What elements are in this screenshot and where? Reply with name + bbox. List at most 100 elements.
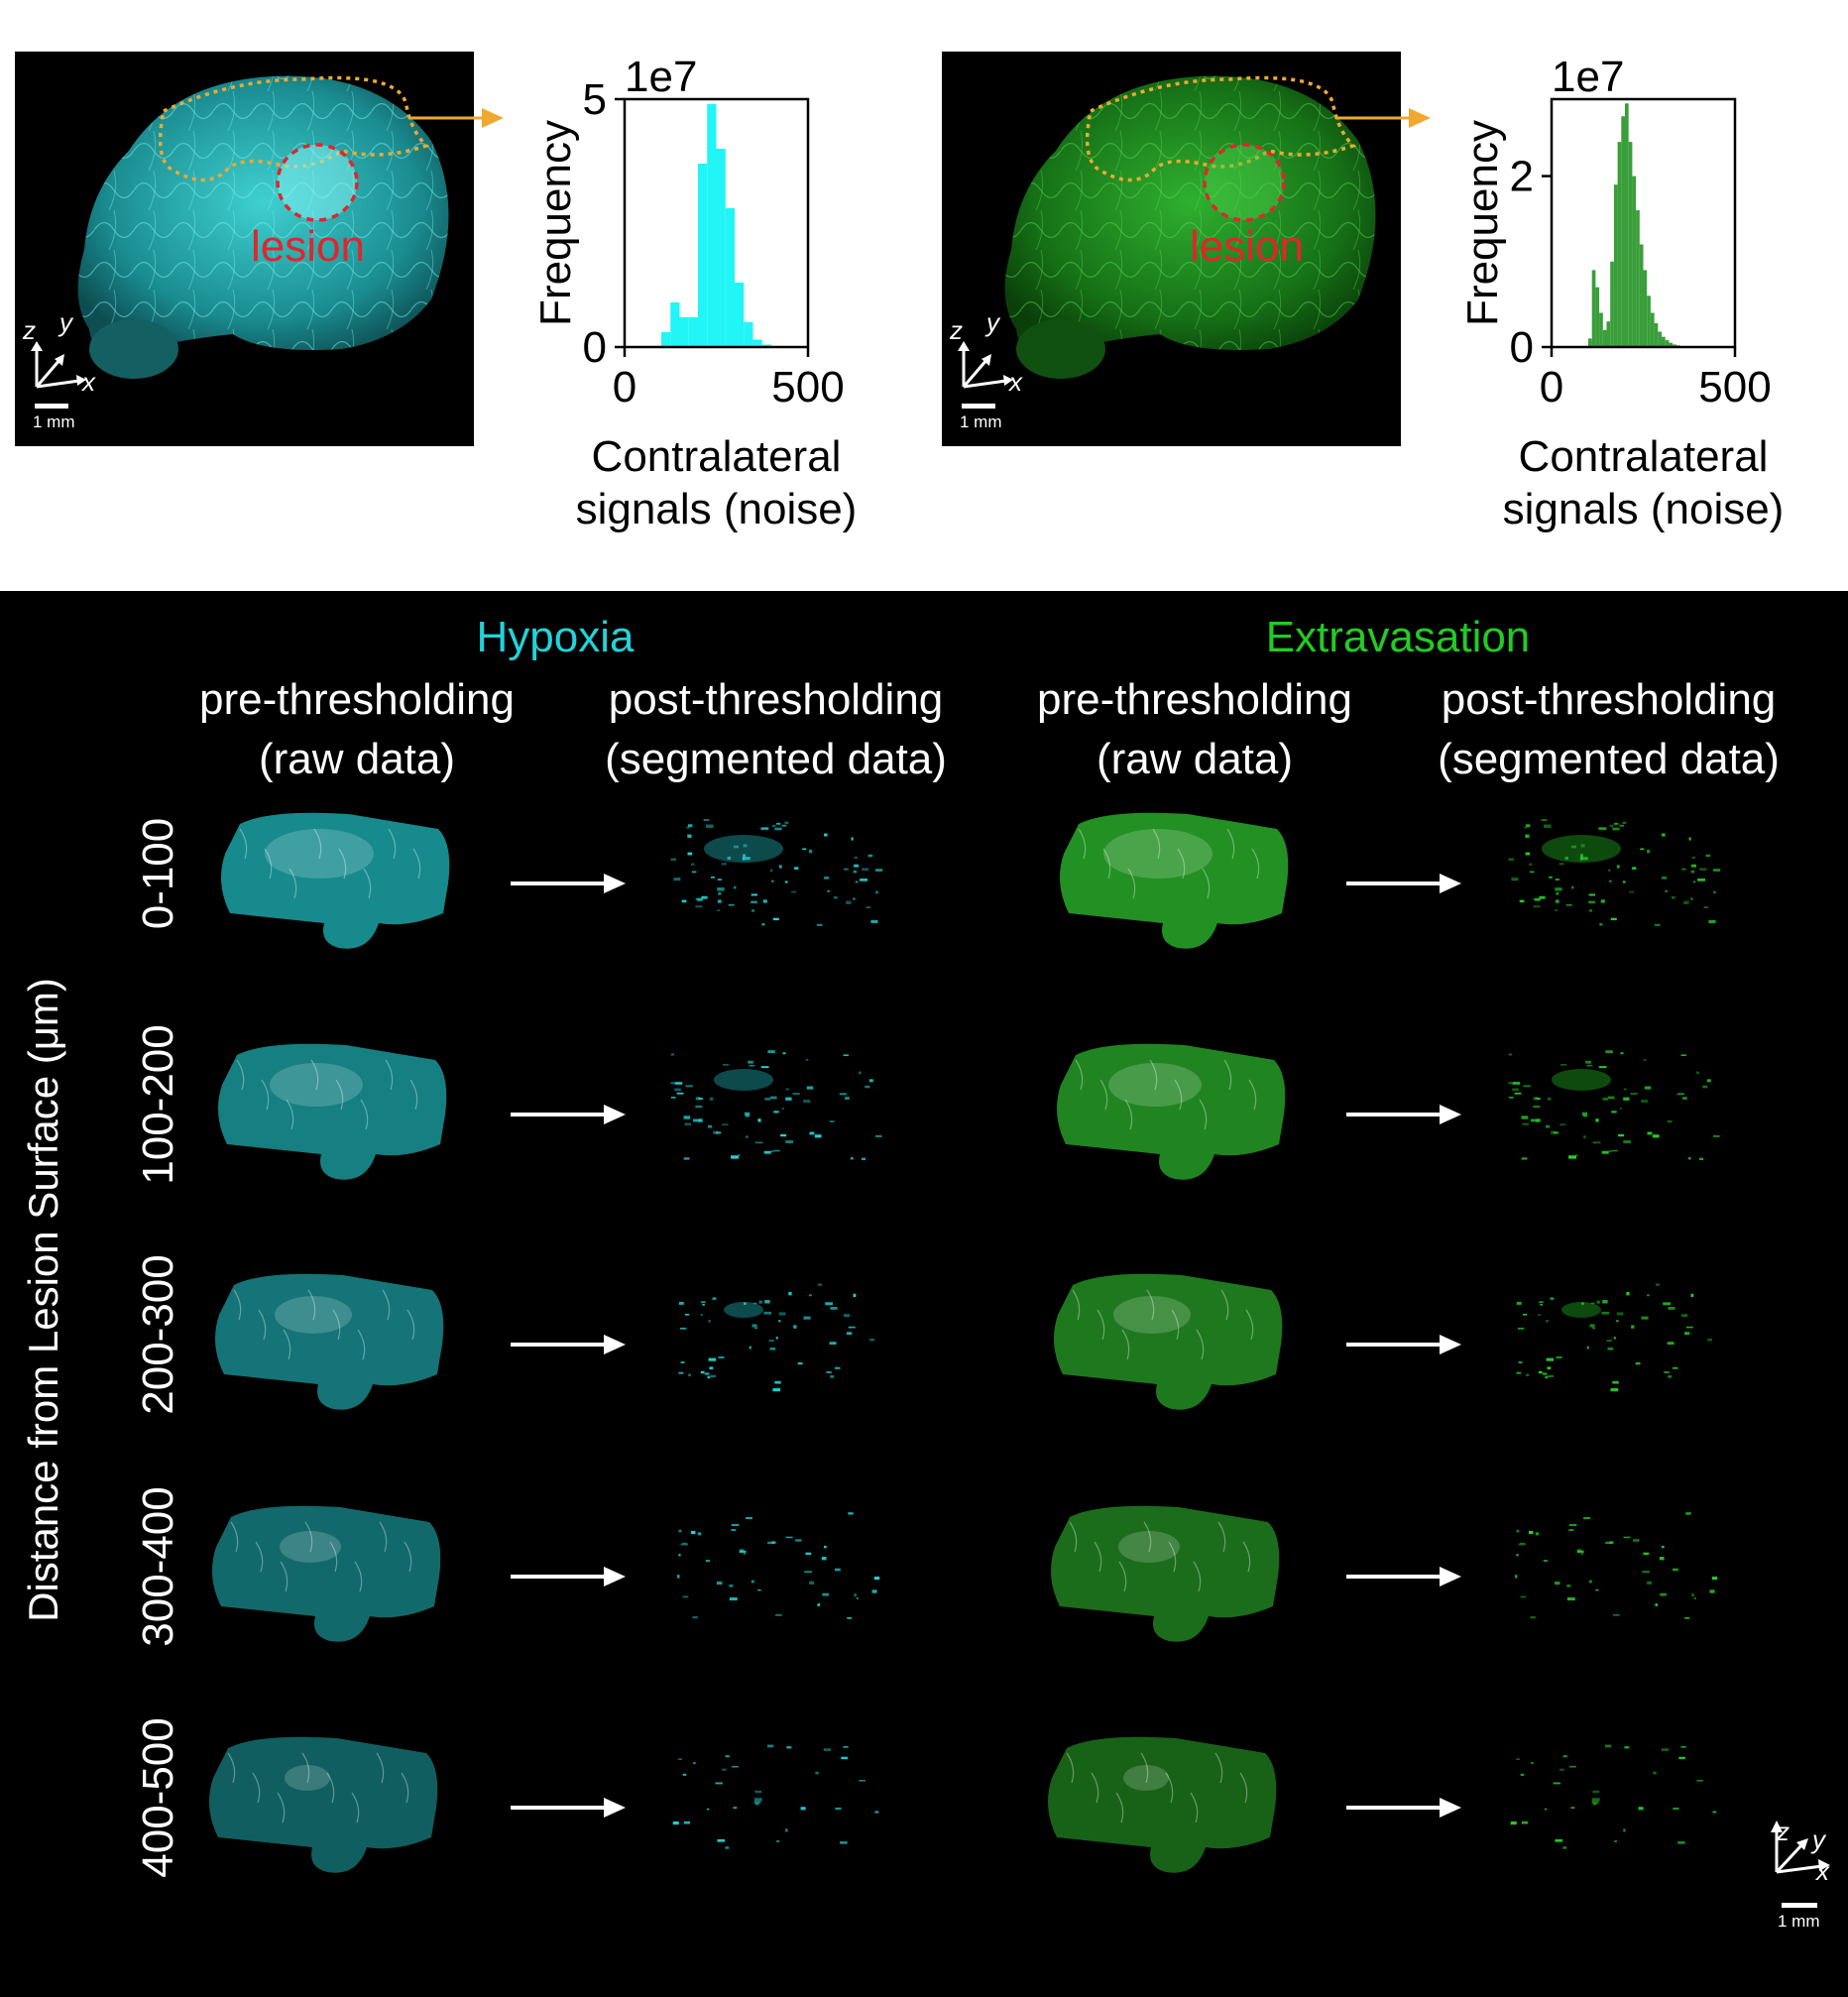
vessel bbox=[338, 848, 347, 880]
segmented-signal bbox=[1568, 1529, 1574, 1531]
vessel bbox=[1245, 1309, 1254, 1341]
vessel bbox=[1069, 1521, 1078, 1553]
segmented-signal bbox=[1629, 890, 1635, 893]
segmented-signal bbox=[1516, 1529, 1520, 1533]
segmented-signal bbox=[843, 1054, 849, 1057]
hypoxia-raw-slice bbox=[210, 804, 468, 963]
segmented-signal bbox=[1591, 1798, 1600, 1802]
histogram-bar bbox=[661, 332, 671, 347]
segmented-signal bbox=[1685, 1326, 1693, 1329]
segmented-signal bbox=[728, 903, 735, 906]
column-header-pre-extravasation: pre-thresholding (raw data) bbox=[996, 670, 1393, 789]
segmented-signal bbox=[676, 1092, 684, 1095]
segmented-signal bbox=[1585, 1060, 1591, 1064]
segmented-signal bbox=[731, 1155, 740, 1159]
segmented-signal bbox=[701, 895, 708, 899]
segmented-signal bbox=[1559, 1123, 1566, 1126]
segmented-signal bbox=[1678, 1756, 1685, 1760]
lesion-region bbox=[1103, 829, 1213, 879]
segmented-signal bbox=[795, 1539, 802, 1542]
segmented-signal bbox=[1663, 1302, 1672, 1306]
segmented-signal bbox=[1703, 906, 1709, 908]
histogram-bar bbox=[1628, 142, 1633, 347]
vessel bbox=[1115, 1792, 1124, 1823]
segmented-signal bbox=[814, 1134, 822, 1138]
segmented-signal bbox=[1518, 1361, 1523, 1363]
vessel bbox=[1143, 1521, 1152, 1553]
vessel bbox=[239, 828, 248, 860]
y-tick-label: 2 bbox=[1510, 153, 1534, 201]
segmented-signal bbox=[1535, 897, 1541, 902]
segmented-signal bbox=[1656, 1283, 1660, 1286]
segmented-signal bbox=[751, 900, 757, 904]
segmented-signal bbox=[792, 1093, 800, 1095]
vessel bbox=[313, 828, 322, 860]
segmented-signal bbox=[823, 1748, 832, 1751]
segmented-signal bbox=[751, 893, 758, 896]
histogram-bar bbox=[1588, 338, 1592, 347]
segmented-signal bbox=[1555, 909, 1559, 911]
row-label: 400-500 bbox=[134, 1717, 182, 1878]
segmented-signal bbox=[782, 1052, 786, 1055]
segmented-signal bbox=[1683, 900, 1689, 904]
segmented-signal bbox=[1521, 1821, 1529, 1824]
segmented-signal bbox=[839, 1093, 847, 1096]
hypoxia-raw-slice bbox=[207, 1035, 465, 1194]
segmented-signal bbox=[1580, 844, 1585, 848]
segmented-signal bbox=[1607, 1347, 1614, 1351]
lesion-label: lesion bbox=[251, 222, 365, 271]
lesion-region bbox=[280, 1531, 341, 1563]
vessel bbox=[1217, 1521, 1226, 1553]
x-tick-label: 500 bbox=[771, 363, 844, 411]
vessel bbox=[1214, 1752, 1223, 1784]
lesion-region bbox=[1108, 1063, 1202, 1107]
segmented-signal bbox=[1601, 1150, 1609, 1154]
axis-z-label: z bbox=[950, 315, 963, 345]
white-arrow-icon bbox=[511, 1335, 626, 1354]
segmented-signal bbox=[670, 1097, 676, 1099]
slice-tissue bbox=[1054, 1273, 1283, 1410]
segmented-signal bbox=[1605, 1050, 1613, 1054]
white-arrow-icon bbox=[1346, 1335, 1461, 1354]
segmented-signal bbox=[822, 1592, 829, 1596]
vessel bbox=[1226, 828, 1235, 860]
segmented-signal bbox=[1556, 891, 1559, 895]
vessel bbox=[404, 1541, 412, 1573]
segmented-signal bbox=[1554, 1582, 1560, 1586]
segmented-signal bbox=[1516, 1758, 1520, 1760]
segmented-signal bbox=[1555, 1838, 1562, 1842]
vessel bbox=[382, 1289, 391, 1321]
segmented-signal bbox=[853, 897, 856, 900]
segmented-signal bbox=[707, 1124, 713, 1128]
extravasation-raw-slice bbox=[1046, 1035, 1304, 1194]
histogram-bar bbox=[679, 317, 689, 347]
segmented-signal bbox=[1526, 1373, 1530, 1376]
column-header-pre-hypoxia: pre-thresholding (raw data) bbox=[159, 670, 555, 789]
vessel bbox=[1242, 1541, 1251, 1573]
segmented-signal bbox=[1553, 1782, 1560, 1785]
white-arrow-icon bbox=[1346, 1105, 1461, 1124]
segmented-signal bbox=[685, 1313, 690, 1316]
slice-tissue bbox=[1048, 1736, 1277, 1873]
vessel bbox=[252, 1772, 261, 1804]
segmented-signal bbox=[1638, 1807, 1644, 1811]
segmented-signal bbox=[733, 1807, 738, 1810]
vessel bbox=[286, 1099, 294, 1130]
segmented-signal bbox=[1706, 1079, 1711, 1083]
segmented-signal bbox=[1531, 1118, 1539, 1122]
segmented-signal bbox=[772, 1388, 781, 1392]
segmented-signal bbox=[744, 1302, 747, 1305]
slice-tissue bbox=[1060, 812, 1289, 949]
segmented-signal bbox=[1641, 1099, 1649, 1104]
segmented-signal bbox=[1521, 1116, 1529, 1119]
segmented-signal bbox=[1708, 919, 1716, 923]
segmented-signal bbox=[1702, 1085, 1708, 1089]
vessel bbox=[360, 1099, 369, 1130]
segmented-signal bbox=[1601, 1311, 1610, 1315]
segmented-signal bbox=[1564, 856, 1568, 860]
segmented-signal bbox=[678, 1758, 682, 1760]
segmented-signal bbox=[1614, 1840, 1618, 1842]
vessel bbox=[401, 1772, 409, 1804]
histogram-bar bbox=[707, 104, 717, 347]
segmented-signal bbox=[1682, 1097, 1687, 1101]
